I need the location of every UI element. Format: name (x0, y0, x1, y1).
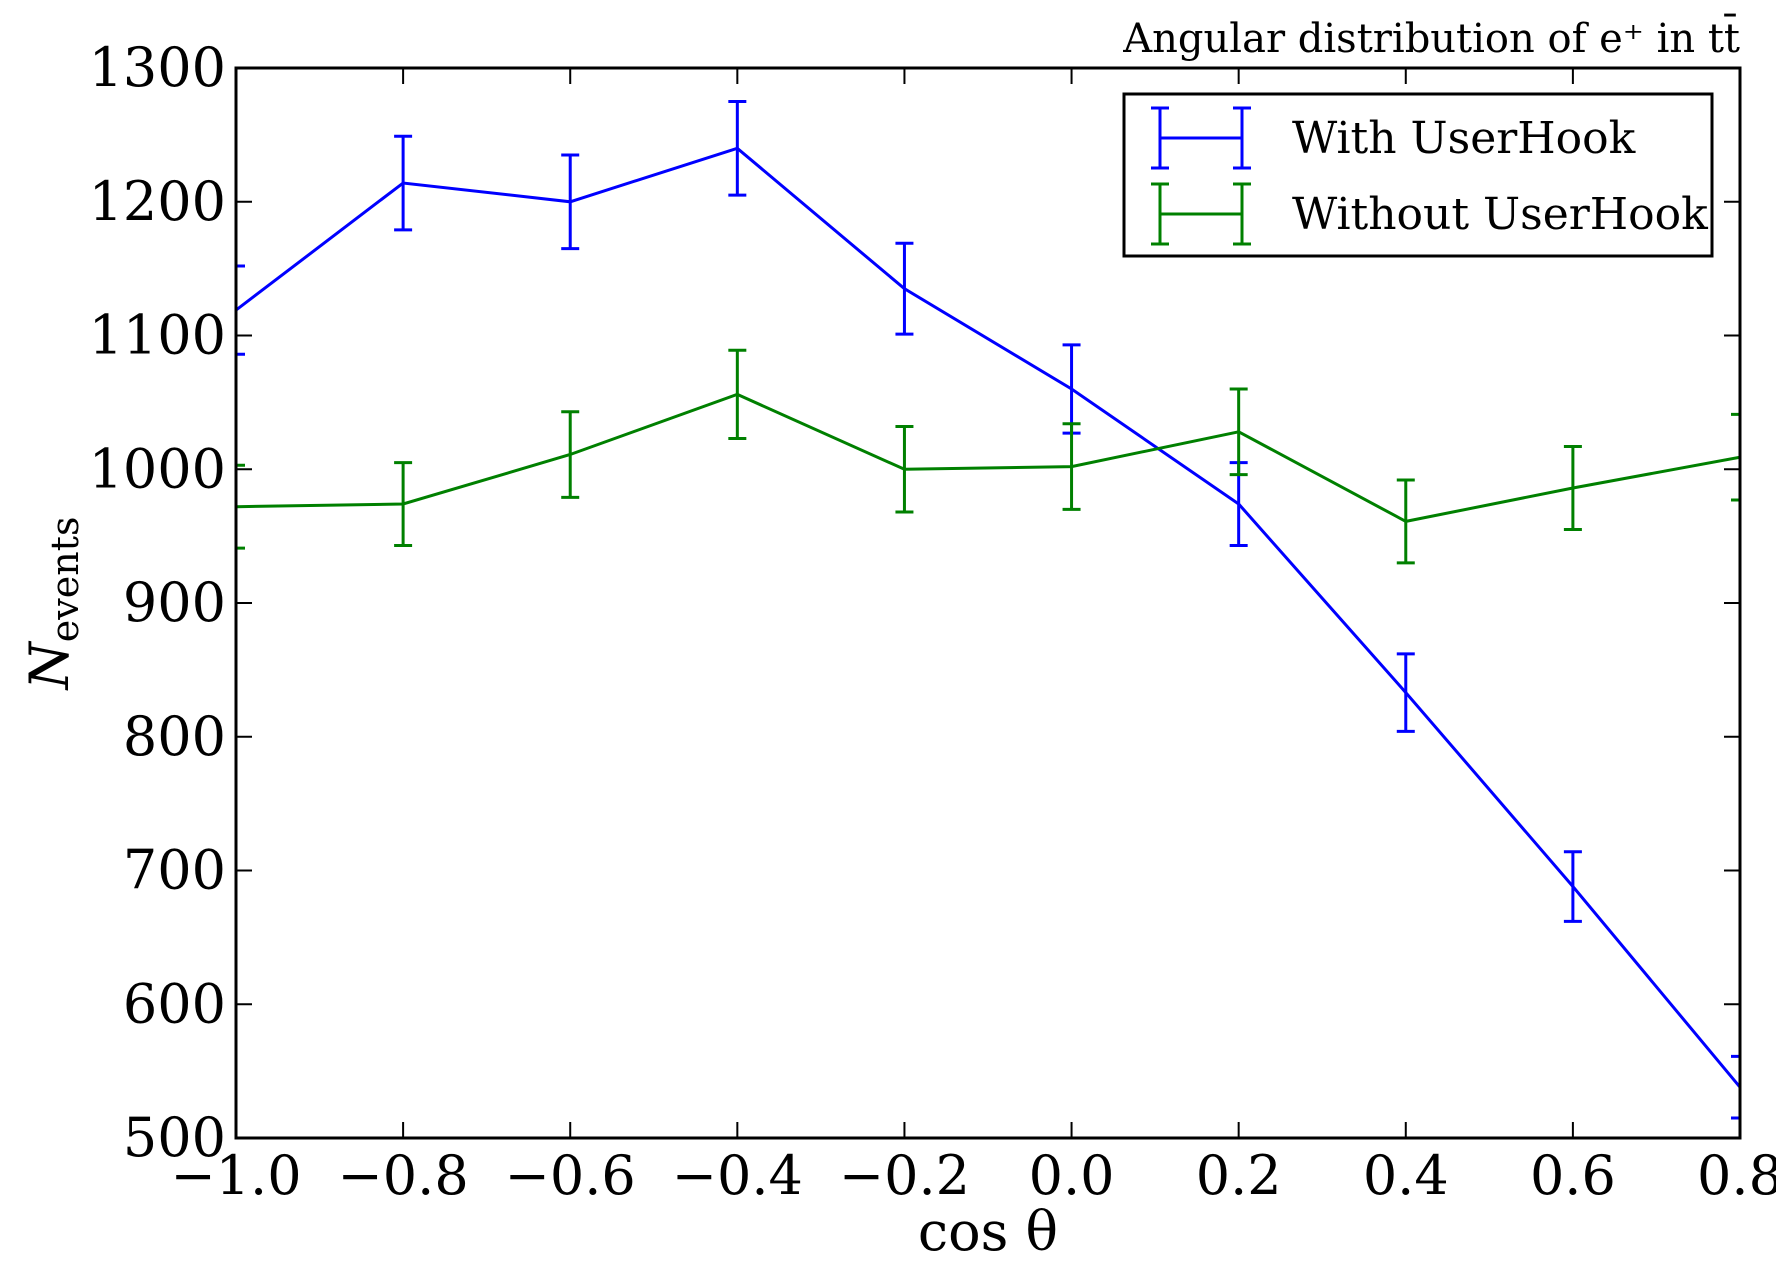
y-tick-label: 600 (123, 972, 226, 1035)
error-bar (394, 461, 413, 547)
y-tick-label: 700 (123, 839, 226, 902)
x-tick-label: −0.8 (338, 1144, 469, 1207)
x-tick-label: −0.4 (672, 1144, 803, 1207)
y-tick-label: 1000 (89, 437, 226, 500)
x-tick-label: −0.2 (839, 1144, 970, 1207)
y-tick-label: 800 (123, 705, 226, 768)
axis-ticks: −1.0 −0.8 −0.6 −0.4 −0.2 0.0 0.2 0.4 0.6 0.8 500 60… (89, 36, 1776, 1207)
x-tick-label: −0.6 (505, 1144, 636, 1207)
chart-title: Angular distribution of e⁺ in tt̄ (1122, 13, 1740, 62)
error-bar (1563, 850, 1582, 923)
error-bar (1062, 422, 1081, 511)
y-tick-label: 900 (123, 571, 226, 634)
error-bar (1229, 387, 1248, 477)
plot-marks (236, 99, 1740, 1120)
x-tick-label: −1.0 (170, 1144, 301, 1207)
x-tick-label: 0.2 (1196, 1144, 1282, 1207)
error-bar (895, 241, 914, 336)
y-tick-label: 500 (123, 1106, 226, 1169)
error-bar (561, 410, 580, 499)
y-tick-label: 1300 (89, 36, 226, 99)
legend-item: With UserHook (1151, 106, 1636, 170)
legend-label: Without UserHook (1292, 189, 1708, 240)
series-2 (236, 348, 1740, 565)
error-bar (394, 134, 413, 232)
legend-item: Without UserHook (1151, 182, 1708, 246)
error-bar (236, 264, 245, 356)
y-axis-label: Nevents (18, 517, 87, 692)
x-tick-label: 0.8 (1697, 1144, 1776, 1207)
error-bar (236, 463, 245, 550)
error-bar (728, 348, 747, 440)
error-bar (1731, 1054, 1740, 1120)
legend-box (1122, 92, 1714, 258)
y-tick-label: 1200 (89, 170, 226, 233)
legend: With UserHook Without UserHook (1122, 92, 1714, 258)
legend-label: With UserHook (1292, 113, 1636, 164)
x-axis-label: cos θ (918, 1200, 1058, 1263)
error-bar (1062, 343, 1081, 435)
y-tick-label: 1100 (89, 304, 226, 367)
error-bar (1563, 445, 1582, 531)
y-axis-label-subscript: events (43, 517, 87, 643)
series-line (236, 146, 1740, 1089)
error-bar (1396, 478, 1415, 565)
x-tick-label: 0.0 (1029, 1144, 1115, 1207)
error-bar (561, 153, 580, 251)
x-tick-label: 0.4 (1363, 1144, 1449, 1207)
series-1 (236, 99, 1740, 1120)
y-axis-label-main: N (18, 640, 81, 691)
error-bar (1396, 652, 1415, 733)
error-bar (1731, 412, 1740, 502)
x-tick-label: 0.6 (1530, 1144, 1616, 1207)
series-line (236, 392, 1740, 523)
error-bar (728, 99, 747, 197)
error-bar (895, 424, 914, 514)
